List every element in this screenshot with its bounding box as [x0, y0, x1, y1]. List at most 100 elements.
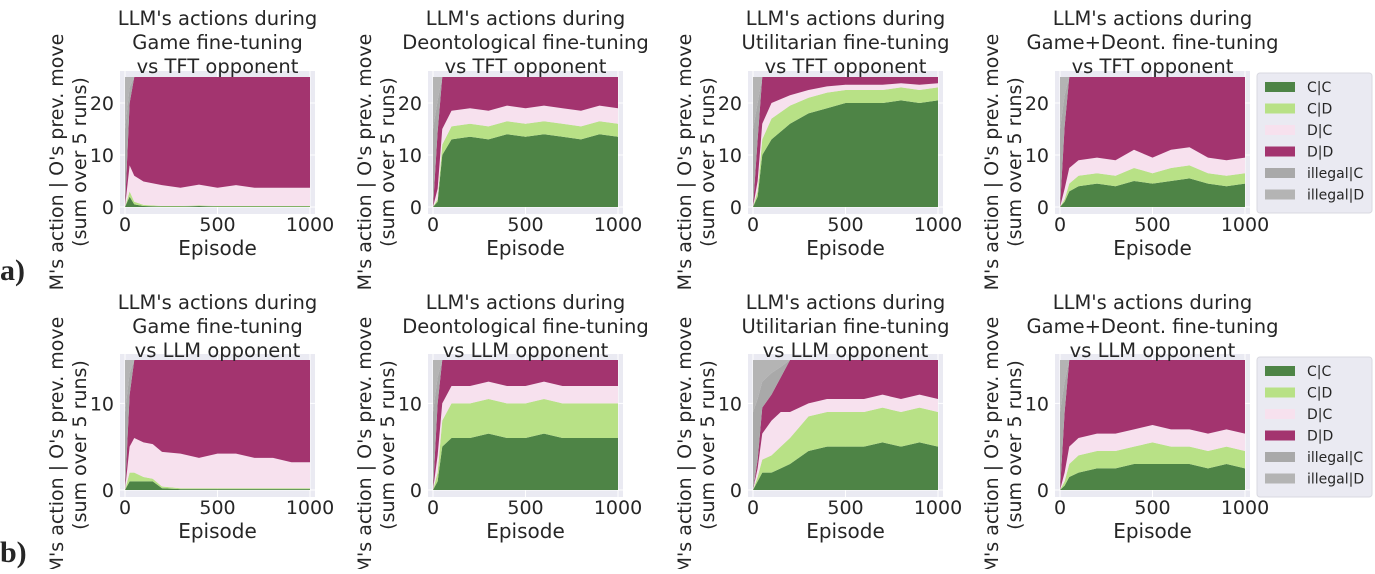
legend-label: C|D [1307, 102, 1332, 118]
chart-title: vs LLM opponent [443, 339, 609, 362]
y-tick-label: 20 [1025, 93, 1049, 115]
area-D-given-D [125, 77, 310, 207]
chart-title: LLM's actions during [1053, 291, 1253, 314]
chart-title: vs TFT opponent [137, 55, 299, 78]
x-axis-label: Episode [806, 519, 885, 543]
area-D-given-C [1060, 425, 1245, 490]
legend-label: illegal|C [1307, 450, 1363, 466]
chart-title: Utilitarian fine-tuning [742, 31, 950, 54]
legend-swatch [1265, 103, 1295, 114]
y-axis-label: M's action | O's prev. move [354, 317, 376, 569]
legend-swatch [1265, 366, 1295, 376]
legend-swatch [1265, 387, 1295, 398]
area-D-given-D [433, 360, 618, 490]
chart-title: LLM's actions during [426, 7, 626, 30]
x-tick-label: 500 [507, 497, 543, 519]
area-D-given-D [753, 360, 938, 490]
chart-title: Deontological fine-tuning [402, 31, 649, 54]
x-tick-label: 0 [1054, 497, 1066, 519]
chart-title: vs LLM opponent [135, 339, 301, 362]
legend-label: D|C [1307, 407, 1332, 423]
chart-title: LLM's actions during [746, 291, 946, 314]
area-C-given-D [753, 407, 938, 490]
area-C-given-C [753, 442, 938, 490]
x-axis-label: Episode [1113, 519, 1192, 543]
chart-title: LLM's actions during [1053, 7, 1253, 30]
y-axis-label: (sum over 5 runs) [69, 77, 91, 247]
legend-swatch [1265, 82, 1295, 92]
x-tick-label: 1000 [914, 214, 962, 236]
chart-panel-1: 0 10 20 0 500 1000 LLM's actions duringDeontol… [354, 7, 649, 290]
area-illegal-given-D [753, 360, 938, 412]
area-C-given-C [1060, 178, 1245, 207]
legend-label: C|C [1307, 364, 1331, 380]
legend-label: D|D [1307, 429, 1333, 445]
x-tick-label: 500 [1134, 214, 1170, 236]
x-tick-label: 500 [199, 214, 235, 236]
x-tick-label: 1000 [594, 497, 642, 519]
y-tick-label: 20 [398, 93, 422, 115]
panel-label-a: a) [0, 254, 25, 287]
chart-title: Utilitarian fine-tuning [742, 315, 950, 338]
y-axis-label: M's action | O's prev. move [981, 317, 1003, 569]
legend-swatch [1265, 473, 1295, 484]
x-tick-label: 500 [199, 497, 235, 519]
y-axis-label: M's action | O's prev. move [46, 34, 68, 291]
y-tick-label: 10 [718, 145, 742, 167]
y-tick-label: 20 [90, 93, 114, 115]
chart-title: vs LLM opponent [763, 339, 929, 362]
area-D-given-D [433, 77, 618, 207]
area-D-given-D [1060, 360, 1245, 490]
x-tick-label: 0 [747, 497, 759, 519]
chart-title: LLM's actions during [746, 7, 946, 30]
y-axis-label: M's action | O's prev. move [674, 317, 696, 569]
x-tick-label: 0 [119, 497, 131, 519]
y-tick-label: 10 [1025, 393, 1049, 415]
x-axis-label: Episode [806, 236, 885, 260]
y-axis-label: (sum over 5 runs) [1004, 360, 1026, 530]
area-C-given-C [753, 100, 938, 207]
chart-title: Game fine-tuning [132, 31, 302, 54]
x-tick-label: 0 [119, 214, 131, 236]
y-tick-label: 0 [410, 480, 422, 502]
x-axis-label: Episode [1113, 236, 1192, 260]
y-axis-label: M's action | O's prev. move [46, 317, 68, 569]
y-tick-label: 0 [730, 480, 742, 502]
y-tick-label: 0 [1037, 197, 1049, 219]
chart-title: LLM's actions during [118, 291, 318, 314]
legend-label: D|C [1307, 123, 1332, 139]
chart-panel-5: 0 10 0 500 1000 LLM's actions duringDeontolog… [354, 291, 649, 573]
x-axis-label: Episode [178, 519, 257, 543]
area-D-given-C [1060, 147, 1245, 207]
y-axis-label: (sum over 5 runs) [69, 360, 91, 530]
chart-title: LLM's actions during [118, 7, 318, 30]
area-C-given-D [1060, 165, 1245, 207]
x-tick-label: 0 [427, 497, 439, 519]
area-C-given-D [125, 191, 310, 207]
y-axis-label: (sum over 5 runs) [1004, 77, 1026, 247]
y-tick-label: 10 [90, 393, 114, 415]
legend-label: C|C [1307, 80, 1331, 96]
x-tick-label: 1000 [286, 214, 334, 236]
y-axis-label: M's action | O's prev. move [981, 34, 1003, 291]
x-tick-label: 1000 [286, 497, 334, 519]
legend-label: D|D [1307, 145, 1333, 161]
area-D-given-D [1060, 77, 1245, 207]
x-tick-label: 1000 [594, 214, 642, 236]
chart-title: Game+Deont. fine-tuning [1027, 315, 1279, 338]
x-tick-label: 0 [747, 214, 759, 236]
area-D-given-C [125, 165, 310, 207]
area-C-given-C [433, 433, 618, 490]
x-tick-label: 1000 [1221, 214, 1269, 236]
legend: C|C C|D D|C D|D illegal|C illegal|D [1256, 72, 1373, 214]
x-tick-label: 500 [827, 497, 863, 519]
legend-swatch [1265, 452, 1295, 462]
legend: C|C C|D D|C D|D illegal|C illegal|D [1256, 356, 1373, 498]
chart-panel-6: 0 10 0 500 1000 LLM's actions duringUtilitari… [674, 291, 962, 573]
chart-title: vs TFT opponent [445, 55, 607, 78]
x-tick-label: 0 [1054, 214, 1066, 236]
legend-swatch [1265, 409, 1295, 419]
chart-title: vs TFT opponent [1072, 55, 1234, 78]
legend-label: C|D [1307, 386, 1332, 402]
x-axis-label: Episode [486, 519, 565, 543]
